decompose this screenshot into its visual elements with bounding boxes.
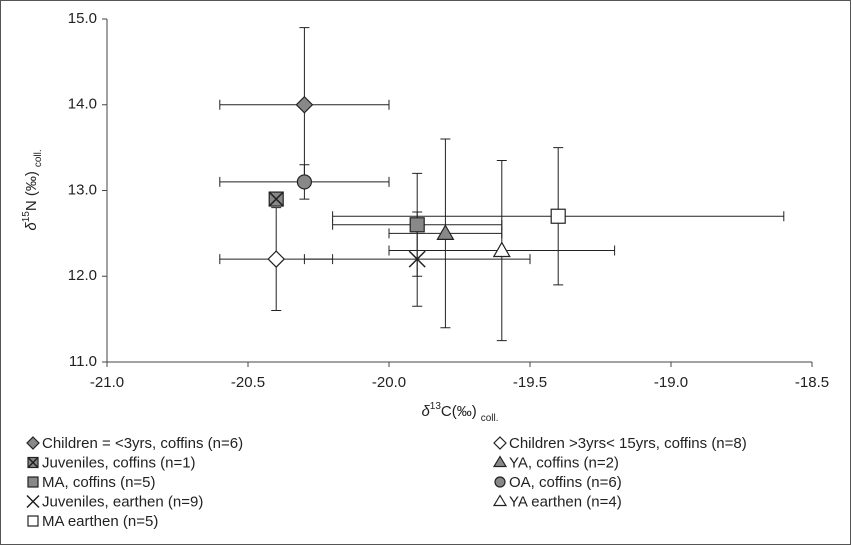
cross [27, 456, 39, 469]
y-label-prefix: δ [23, 222, 40, 231]
x-tick-label: -19.5 [513, 374, 547, 391]
x-label-main: C(‰) [441, 403, 477, 420]
cross [408, 250, 426, 268]
diamond [26, 436, 40, 450]
x-tick-label: -20.0 [372, 374, 406, 391]
triangle [492, 241, 511, 258]
legend-label: Juveniles, coffins (n=1) [42, 454, 196, 471]
x-tick-label: -21.0 [90, 374, 124, 391]
x-label-sup: 13 [430, 401, 442, 412]
legend-label: Juveniles, earthen (n=9) [42, 493, 203, 510]
point [295, 95, 314, 114]
legend-marker [27, 476, 39, 488]
x-label-prefix: δ [421, 403, 430, 420]
cross [268, 191, 284, 207]
point [408, 250, 426, 268]
legend-label: OA, coffins (n=6) [509, 474, 622, 491]
point [436, 224, 455, 240]
legend-marker [27, 456, 39, 469]
diamond [295, 95, 314, 114]
legend-label: MA, coffins (n=5) [42, 474, 156, 491]
legend-label: YA earthen (n=4) [509, 493, 622, 510]
x-tick-label: -19.0 [654, 374, 688, 391]
triangle [492, 455, 508, 468]
legend-marker [494, 476, 506, 488]
legend-marker [493, 436, 507, 450]
y-label-sup: 15 [21, 211, 32, 223]
point [492, 241, 511, 258]
legend-marker [492, 455, 508, 468]
y-tick-label: 13.0 [68, 181, 97, 198]
point [268, 191, 284, 207]
triangle [436, 224, 455, 240]
x-label-sub: coll. [481, 413, 499, 424]
point [296, 174, 312, 190]
legend-label: MA earthen (n=5) [42, 513, 158, 530]
legend-marker [27, 515, 39, 527]
legend-label: YA, coffins (n=2) [509, 454, 619, 471]
circle [494, 476, 506, 488]
diamond [493, 436, 507, 450]
legend-marker [26, 436, 40, 450]
legend-marker [26, 494, 40, 509]
point [550, 208, 566, 224]
triangle [492, 494, 508, 507]
y-axis-label: δ15N (‰) coll. [21, 149, 44, 230]
square [550, 208, 566, 224]
y-tick-label: 15.0 [68, 10, 97, 27]
legend-marker [492, 494, 508, 507]
y-label-main: N (‰) [23, 171, 40, 211]
y-tick-label: 14.0 [68, 96, 97, 113]
y-tick-label: 11.0 [69, 353, 97, 370]
square [409, 217, 425, 233]
x-axis-label: δ13C(‰) coll. [421, 401, 498, 424]
point [409, 217, 425, 233]
y-label-sub: coll. [33, 149, 44, 167]
point [267, 250, 286, 268]
y-tick-label: 12.0 [68, 267, 97, 284]
square [27, 515, 39, 527]
x-tick-label: -18.5 [795, 374, 829, 391]
circle [296, 174, 312, 190]
diamond [267, 250, 286, 268]
square [27, 476, 39, 488]
legend-label: Children >3yrs< 15yrs, coffins (n=8) [509, 435, 747, 452]
cross [26, 494, 40, 509]
legend-label: Children = <3yrs, coffins (n=6) [42, 435, 243, 452]
x-tick-label: -20.5 [231, 374, 265, 391]
